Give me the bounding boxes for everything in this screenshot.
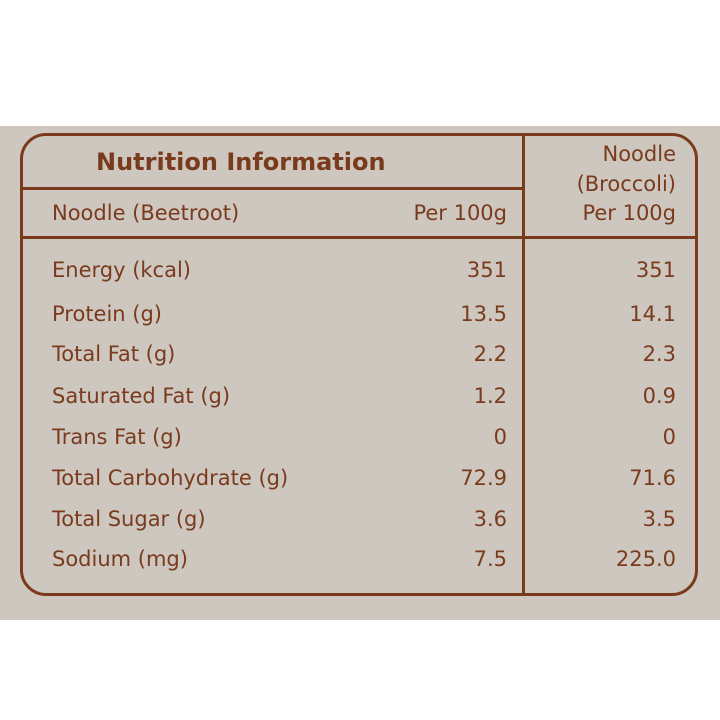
beetroot-value: 13.5 xyxy=(460,302,507,326)
broccoli-value: 71.6 xyxy=(629,466,676,490)
col1-header: Noodle (Beetroot) xyxy=(52,201,240,225)
nutrient-label: Energy (kcal) xyxy=(52,258,191,282)
broccoli-value: 14.1 xyxy=(629,302,676,326)
col2-header-line2: (Broccoli) xyxy=(576,172,676,196)
broccoli-value: 0.9 xyxy=(642,384,676,408)
column-divider xyxy=(522,133,525,596)
col2-unit: Per 100g xyxy=(582,201,676,225)
nutrient-label: Trans Fat (g) xyxy=(52,425,182,449)
label-background xyxy=(0,126,720,620)
broccoli-value: 351 xyxy=(635,258,676,282)
broccoli-value: 2.3 xyxy=(642,342,676,366)
nutrient-label: Total Carbohydrate (g) xyxy=(52,466,289,490)
nutrient-label: Protein (g) xyxy=(52,302,163,326)
beetroot-value: 1.2 xyxy=(473,384,507,408)
beetroot-value: 72.9 xyxy=(460,466,507,490)
title-divider xyxy=(22,187,523,190)
beetroot-value: 351 xyxy=(466,258,507,282)
nutrition-table-border xyxy=(20,133,698,596)
beetroot-value: 7.5 xyxy=(473,547,507,571)
beetroot-value: 3.6 xyxy=(473,507,507,531)
nutrient-label: Sodium (mg) xyxy=(52,547,188,571)
table-title: Nutrition Information xyxy=(96,148,386,176)
beetroot-value: 2.2 xyxy=(473,342,507,366)
nutrient-label: Total Sugar (g) xyxy=(52,507,206,531)
nutrient-label: Saturated Fat (g) xyxy=(52,384,231,408)
broccoli-value: 225.0 xyxy=(615,547,676,571)
col2-header-line1: Noodle xyxy=(602,142,677,166)
nutrient-label: Total Fat (g) xyxy=(52,342,176,366)
broccoli-value: 3.5 xyxy=(642,507,676,531)
col1-unit: Per 100g xyxy=(413,201,507,225)
broccoli-value: 0 xyxy=(662,425,676,449)
header-divider xyxy=(22,236,697,239)
beetroot-value: 0 xyxy=(493,425,507,449)
